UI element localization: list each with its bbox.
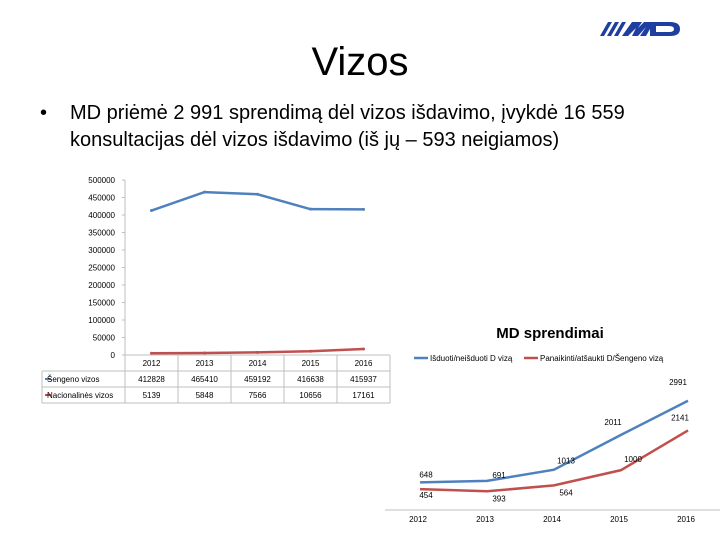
chart1-point [203,351,206,355]
chart1-table-value: 465410 [191,375,218,384]
chart1-table-value: 412828 [138,375,165,384]
chart1-table-value: 415937 [350,375,377,384]
chart1-table-value: 5848 [196,391,214,400]
chart1-y-tick-label: 50000 [93,334,116,343]
chart1-y-tick-label: 200000 [88,281,115,290]
chart1-table-value: 7566 [249,391,267,400]
chart1-table-value: 416638 [297,375,324,384]
chart2-data-label: 2141 [671,413,689,422]
chart1-y-tick-label: 250000 [88,264,115,273]
chart1-legend-label: Šengeno vizos [47,375,99,384]
chart2-data-label: 1013 [557,457,575,466]
chart1-y-tick-label: 100000 [88,316,115,325]
chart1-y-tick-label: 150000 [88,299,115,308]
chart1-point [362,347,365,351]
chart2-series-line-2 [419,429,689,493]
chart1-table-value: 10656 [299,391,322,400]
chart1-category-label: 2013 [196,359,214,368]
chart2-series-line-1 [419,399,689,484]
chart2-x-tick-label: 2016 [677,515,695,524]
summary-bullet: • MD priėmė 2 991 sprendimą dėl vizos iš… [40,100,700,154]
chart1-category-label: 2012 [143,359,161,368]
chart1-point [256,192,259,196]
chart1-point [309,349,312,353]
chart1-point [203,190,206,194]
chart1-table-value: 17161 [352,391,375,400]
chart1-y-tick-label: 500000 [88,176,115,185]
chart2-data-label: 648 [419,470,433,479]
chart1-point [309,207,312,211]
chart2-legend-label: Išduoti/neišduoti D vizą [430,354,513,363]
bullet-dot: • [40,102,48,124]
md-logo-icon [600,22,680,36]
chart1-table-value: 5139 [143,391,161,400]
chart1-y-tick-label: 450000 [88,194,115,203]
chart2-x-tick-label: 2013 [476,515,494,524]
chart1-point [362,207,365,211]
chart2-x-tick-label: 2012 [409,515,427,524]
chart1-y-tick-label: 300000 [88,246,115,255]
md-logo-d [650,22,680,36]
chart2-data-label: 2011 [604,418,622,427]
chart2-data-label: 454 [419,491,433,500]
chart1-table-value: 459192 [244,375,271,384]
chart2-data-label: 564 [559,488,573,497]
chart1-point [150,351,153,355]
chart1-legend-label: Nacionalinės vizos [47,391,113,400]
chart1-category-label: 2015 [302,359,320,368]
chart2-x-tick-label: 2014 [543,515,561,524]
slide-title: Vizos [311,40,409,84]
chart2-data-label: 393 [492,494,506,503]
md-logo-stripes [600,22,654,36]
chart2-x-tick-label: 2015 [610,515,628,524]
chart1-category-label: 2016 [355,359,373,368]
chart1-y-tick-label: 0 [111,351,116,360]
chart1-point [256,350,259,354]
chart1-y-tick-label: 350000 [88,229,115,238]
chart2-data-label: 2991 [669,378,687,387]
chart2-data-label: 691 [492,471,506,480]
chart2-title: MD sprendimai [496,325,604,342]
chart1-category-label: 2014 [249,359,267,368]
bullet-text: MD priėmė 2 991 sprendimą dėl vizos išda… [70,102,625,151]
chart2-legend-label: Panaikinti/atšaukti D/Šengeno vizą [540,354,664,363]
chart2-data-label: 1000 [624,455,642,464]
chart1-y-tick-label: 400000 [88,211,115,220]
chart1-point [150,209,153,213]
